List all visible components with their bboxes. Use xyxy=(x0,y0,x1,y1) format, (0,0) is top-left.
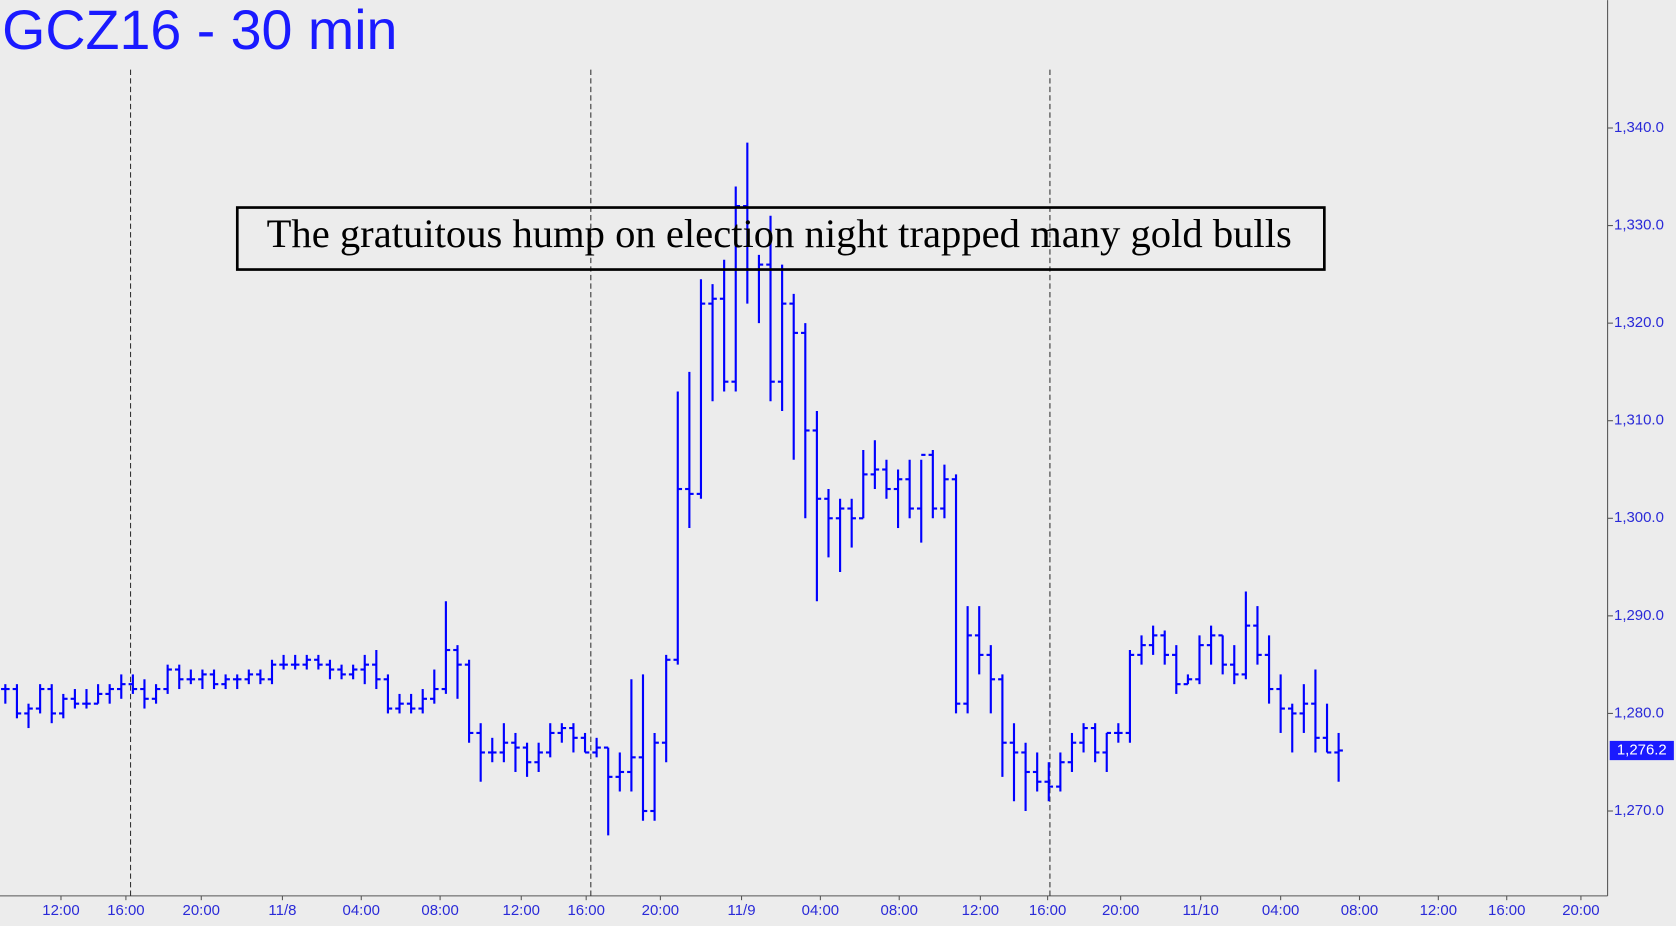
x-tick-label: 16:00 xyxy=(567,902,604,919)
y-tick-label: 1,300.0 xyxy=(1614,509,1664,526)
x-tick-label: 16:00 xyxy=(1488,902,1525,919)
x-tick-label: 04:00 xyxy=(343,902,380,919)
x-tick-label: 11/10 xyxy=(1182,902,1218,919)
y-tick-label: 1,330.0 xyxy=(1614,217,1664,234)
x-tick-label: 16:00 xyxy=(1029,902,1066,919)
x-tick-label: 12:00 xyxy=(42,902,79,919)
y-tick-label: 1,270.0 xyxy=(1614,802,1664,819)
x-tick-label: 11/8 xyxy=(268,902,296,919)
x-tick-label: 04:00 xyxy=(1262,902,1299,919)
last-price-box xyxy=(1609,740,1674,761)
y-tick-label: 1,320.0 xyxy=(1614,314,1664,331)
plot: 1,270.0 1,280.0 1,290.0 1,300.0 1,310.0 1,320… xyxy=(1,69,1674,919)
chart-title: GCZ16 - 30 min xyxy=(2,0,397,61)
x-tick-label: 08:00 xyxy=(421,902,458,919)
x-tick-label: 11/9 xyxy=(728,902,756,919)
x-tick-label: 20:00 xyxy=(1562,902,1599,919)
x-tick-label: 08:00 xyxy=(881,902,918,919)
x-tick-label: 20:00 xyxy=(1102,902,1139,919)
y-tick-label: 1,310.0 xyxy=(1614,412,1664,429)
annotation: The gratuitous hump on election night tr… xyxy=(267,211,1292,256)
x-tick-label: 20:00 xyxy=(642,902,679,919)
y-tick-label: 1,340.0 xyxy=(1614,119,1664,136)
x-tick-label: 12:00 xyxy=(962,902,999,919)
y-tick-label: 1,290.0 xyxy=(1614,607,1664,624)
y-tick-label: 1,280.0 xyxy=(1614,704,1664,721)
x-tick-label: 08:00 xyxy=(1341,902,1378,919)
x-tick-label: 16:00 xyxy=(107,902,144,919)
x-tick-label: 04:00 xyxy=(802,902,839,919)
x-tick-label: 20:00 xyxy=(183,902,220,919)
last-price-label: 1,276.2 xyxy=(1617,741,1667,758)
x-tick-label: 12:00 xyxy=(503,902,540,919)
x-tick-label: 12:00 xyxy=(1420,902,1457,919)
annotation-box xyxy=(235,206,1326,271)
